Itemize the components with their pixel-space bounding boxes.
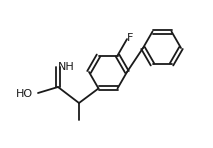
Text: F: F <box>127 33 133 43</box>
Text: HO: HO <box>16 89 33 99</box>
Text: NH: NH <box>58 62 74 72</box>
